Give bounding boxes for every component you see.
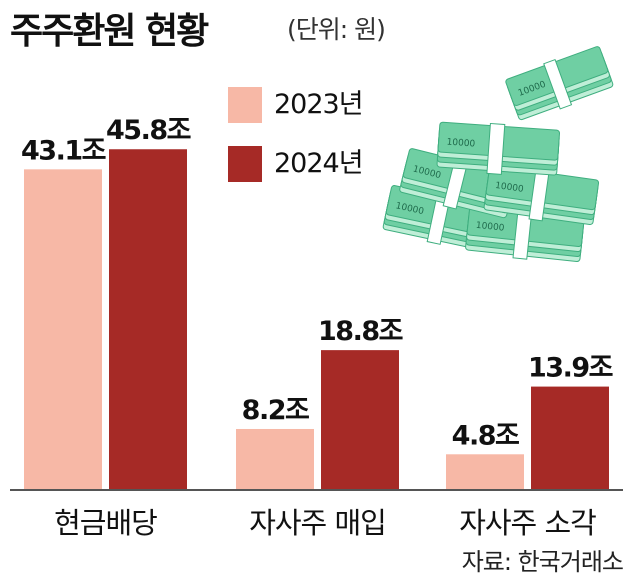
banknote-bundle: 10000 [505, 46, 614, 121]
x-axis-labels: 현금배당 자사주 매입 자사주 소각 [54, 506, 597, 540]
x-tick-label-1: 자사주 매입 [249, 506, 386, 540]
legend-swatch-2023 [228, 87, 262, 123]
unit-note: (단위: 원) [287, 15, 386, 44]
bar-2023-0 [24, 169, 102, 490]
bar-2024-1 [321, 350, 399, 490]
bar-2024-2 [531, 386, 609, 490]
banknote-bundle: 10000 [483, 164, 600, 225]
x-tick-label-0: 현금배당 [54, 506, 157, 540]
source-note: 자료: 한국거래소 [461, 548, 624, 576]
legend-item-2024: 2024년 [228, 146, 588, 186]
banknote-label: 10000 [475, 221, 505, 234]
legend-swatch-2024 [228, 146, 262, 182]
data-label-2024-1: 18.8조 [318, 316, 403, 347]
bar-2024-0 [109, 149, 187, 491]
banknote-bundle: 10000 [436, 121, 561, 176]
data-label-2024-0: 45.8조 [106, 115, 191, 146]
data-label-2024-2: 13.9조 [528, 353, 613, 384]
bar-2023-1 [236, 428, 314, 490]
data-label-2023-1: 8.2조 [242, 395, 309, 426]
banknote-band [543, 59, 573, 110]
data-label-2023-0: 43.1조 [21, 135, 106, 166]
banknote-band [486, 122, 506, 175]
legend-label-2023: 2023년 [274, 89, 364, 120]
banknote-label: 10000 [446, 138, 476, 150]
chart-title: 주주환원 현황 [10, 11, 209, 52]
legend-label-2024: 2024년 [274, 148, 364, 179]
x-tick-label-2: 자사주 소각 [459, 506, 596, 540]
banknote-label: 10000 [494, 181, 524, 195]
legend-item-2023: 2023년 [228, 87, 588, 127]
data-label-2023-2: 4.8조 [452, 420, 519, 451]
bar-2023-2 [446, 454, 524, 490]
